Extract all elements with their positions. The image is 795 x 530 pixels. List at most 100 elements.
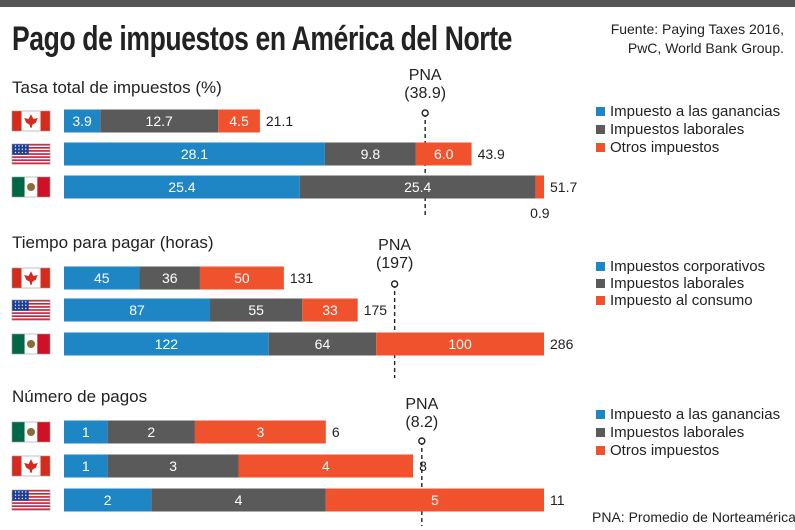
flag-usa-icon	[11, 489, 51, 511]
bar-value-label: 25.4	[404, 179, 431, 195]
bar-segment-blue	[64, 298, 211, 322]
top-strip	[0, 0, 795, 7]
legend-swatch-blue	[596, 410, 605, 419]
bar-value-label: 45	[94, 270, 110, 286]
bar-value-label: 25.4	[168, 179, 195, 195]
bar-segment-blue	[64, 142, 325, 166]
legend-swatch-gray	[596, 279, 605, 288]
bar-value-label: 4.5	[229, 113, 249, 129]
flag-mexico-icon	[11, 176, 51, 198]
legend-label: Otros impuestos	[610, 139, 719, 156]
legend-label: Impuestos laborales	[610, 121, 744, 138]
bar-value-label: 3	[169, 458, 177, 474]
bar-segment-blue	[64, 488, 152, 512]
bar-value-label: 2	[104, 492, 112, 508]
bar-total-label: 43.9	[478, 146, 505, 162]
legend-label: Impuestos laborales	[610, 275, 744, 292]
flag-mexico-icon	[11, 333, 51, 355]
chart-title: Tasa total de impuestos (%)	[12, 78, 222, 97]
bar-segment-gray	[100, 109, 219, 133]
legend-label: Impuesto a las ganancias	[610, 103, 780, 120]
bar-segment-gray	[139, 266, 200, 290]
source-line-1: Fuente: Paying Taxes 2016,	[610, 21, 784, 37]
legend-swatch-gray	[596, 125, 605, 134]
bar-total-label: 8	[419, 458, 427, 474]
legend-swatch-orange	[596, 143, 605, 152]
flag-canada-icon	[11, 455, 51, 477]
bar-segment-blue	[64, 420, 108, 444]
bar-segment-gray	[107, 454, 239, 478]
source-line-2: PwC, World Bank Group.	[627, 40, 784, 56]
bar-value-label: 122	[155, 336, 179, 352]
legend-label: Impuesto a las ganancias	[610, 406, 780, 423]
bar-segment-blue	[64, 109, 101, 133]
bar-value-label: 1	[82, 458, 90, 474]
chart-title: Tiempo para pagar (horas)	[12, 233, 214, 252]
average-label: PNA	[378, 237, 411, 254]
legend-label: Otros impuestos	[610, 442, 719, 459]
flag-usa-icon	[11, 143, 51, 165]
chart-title: Número de pagos	[12, 387, 147, 406]
bar-value-label: 4	[322, 458, 330, 474]
legend-label: Impuestos corporativos	[610, 258, 765, 275]
bar-value-label: 2	[147, 424, 155, 440]
legend-swatch-blue	[596, 262, 605, 271]
legend-label: Impuestos laborales	[610, 424, 744, 441]
average-value-label: (197)	[376, 255, 413, 272]
legend-swatch-orange	[596, 296, 605, 305]
bar-segment-gray	[268, 332, 377, 356]
bar-segment-blue	[64, 175, 300, 199]
bar-segment-blue	[64, 266, 140, 290]
bar-value-label: 12.7	[146, 113, 173, 129]
bar-total-label: 175	[364, 302, 388, 318]
bar-value-label: 5	[431, 492, 439, 508]
bar-segment-blue	[64, 454, 108, 478]
legend-swatch-blue	[596, 107, 605, 116]
bar-segment-orange	[218, 109, 260, 133]
bar-segment-blue	[64, 332, 269, 356]
bar-value-label: 1	[82, 424, 90, 440]
flag-usa-icon	[11, 299, 51, 321]
bar-value-label: 64	[315, 336, 331, 352]
flag-mexico-icon	[11, 421, 51, 443]
bar-value-label: 55	[248, 302, 264, 318]
bar-segment-gray	[107, 420, 195, 444]
bar-total-label: 6	[332, 424, 340, 440]
bar-value-label: 50	[234, 270, 250, 286]
bar-value-label: 3	[256, 424, 264, 440]
bar-value-label: 9.8	[361, 146, 381, 162]
bar-total-label: 51.7	[550, 179, 577, 195]
bar-value-label: 36	[162, 270, 178, 286]
flag-canada-icon	[11, 267, 51, 289]
bar-segment-orange	[325, 488, 544, 512]
bar-total-label: 21.1	[266, 113, 293, 129]
average-value-label: (38.9)	[404, 85, 446, 102]
bar-value-label: 3.9	[72, 113, 92, 129]
average-marker	[390, 280, 399, 288]
bar-segment-gray	[210, 298, 303, 322]
bar-value-label: 6.0	[434, 146, 454, 162]
bar-value-label: 4	[235, 492, 243, 508]
bar-segment-orange	[302, 298, 358, 322]
bar-value-label: 28.1	[181, 146, 208, 162]
bar-segment-orange	[199, 266, 284, 290]
bar-value-label: 33	[322, 302, 338, 318]
bar-segment-gray	[324, 142, 416, 166]
bar-segment-gray	[151, 488, 326, 512]
bar-total-label: 11	[550, 492, 565, 508]
average-marker	[418, 437, 426, 445]
bar-total-label: 131	[290, 270, 314, 286]
bar-segment-orange	[535, 175, 544, 199]
average-label: PNA	[409, 67, 442, 84]
bar-segment-orange	[415, 142, 472, 166]
footnote: PNA: Promedio de Norteamérica	[592, 509, 795, 525]
average-marker	[421, 109, 429, 117]
bar-value-label: 0.9	[530, 205, 550, 221]
source-note: Fuente: Paying Taxes 2016, PwC, World Ba…	[611, 20, 784, 58]
bar-total-label: 286	[550, 336, 574, 352]
average-label: PNA	[405, 396, 438, 413]
bar-value-label: 87	[129, 302, 145, 318]
bar-segment-orange	[238, 454, 414, 478]
